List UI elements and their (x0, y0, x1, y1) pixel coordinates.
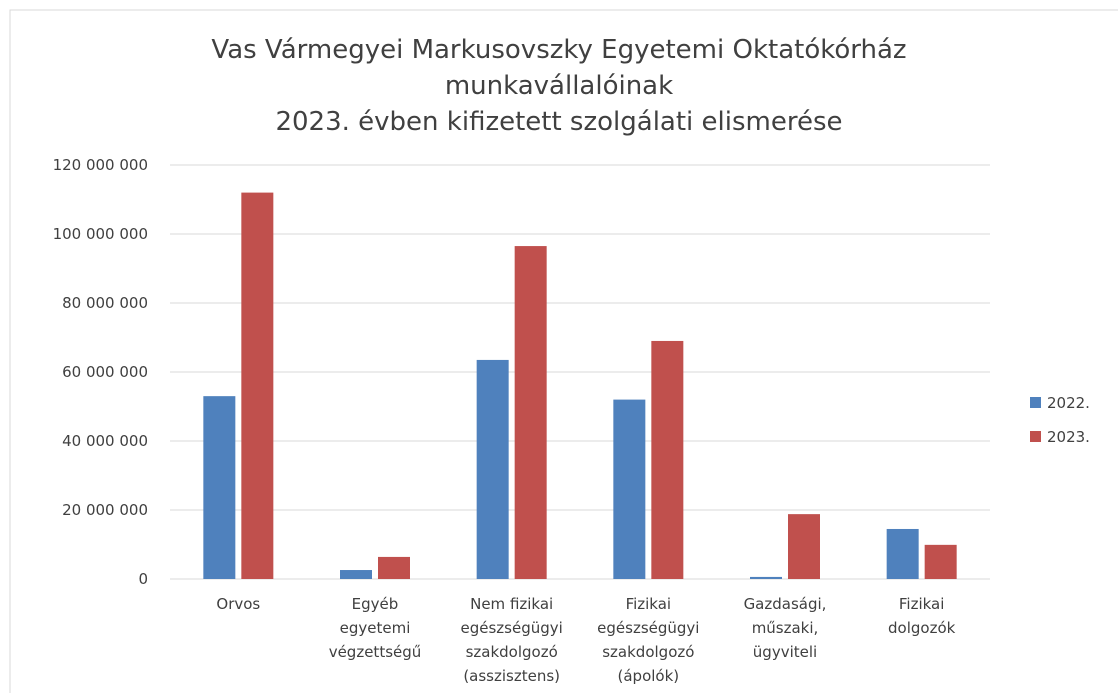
bar (340, 570, 372, 579)
x-tick-label-line: Egyéb (352, 595, 399, 613)
bar (241, 192, 274, 579)
x-tick-label-line: (ápolók) (618, 667, 680, 685)
x-tick-label: Orvos (216, 595, 260, 613)
x-tick-label-line: végzettségű (329, 643, 422, 661)
x-tick-label-line: dolgozók (888, 619, 956, 637)
bar (750, 576, 782, 579)
bar (886, 528, 919, 579)
x-tick-label-line: egészségügyi (597, 619, 699, 637)
y-tick-label: 100 000 000 (53, 225, 148, 243)
legend-label: 2022. (1047, 394, 1090, 412)
y-tick-label: 20 000 000 (62, 501, 148, 519)
legend-label: 2023. (1047, 428, 1090, 446)
bar (378, 556, 410, 579)
y-tick-label: 0 (138, 570, 148, 588)
bar (514, 246, 547, 579)
y-tick-label: 40 000 000 (62, 432, 148, 450)
x-tick-label-line: Nem fizikai (470, 595, 553, 613)
x-tick-label-line: ügyviteli (753, 643, 817, 661)
chart-title: munkavállalóinak (445, 71, 673, 101)
x-tick-label-line: Fizikai (899, 595, 945, 613)
x-tick-label-line: egészségügyi (461, 619, 563, 637)
x-tick-label-line: szakdolgozó (466, 643, 558, 661)
bar (651, 340, 684, 579)
x-tick-label-line: egyetemi (340, 619, 411, 637)
bar (476, 359, 509, 579)
x-tick-label: Fizikai dolgozók (888, 595, 956, 637)
x-tick-label: Gazdasági, műszaki, ügyviteli (744, 595, 827, 661)
legend-swatch (1030, 431, 1041, 442)
legend-swatch (1030, 397, 1041, 408)
chart-title: 2023. évben kifizetett szolgálati elisme… (275, 107, 842, 137)
x-tick-label: Egyéb egyetemi végzettségű (329, 595, 422, 661)
chart-title: Vas Vármegyei Markusovszky Egyetemi Okta… (211, 35, 906, 65)
x-tick-label: Nem fizikai egészségügyi szakdolgozó (asszi… (461, 595, 563, 685)
bar (613, 399, 646, 579)
x-tick-label-line: műszaki, (752, 619, 819, 637)
y-tick-label: 80 000 000 (62, 294, 148, 312)
y-tick-label: 120 000 000 (53, 156, 148, 174)
x-tick-label-line: (asszisztens) (463, 667, 560, 685)
x-tick-label: Fizikai egészségügyi szakdolgozó (ápolók) (597, 595, 699, 685)
bar (924, 544, 957, 579)
x-tick-label-line: Gazdasági, (744, 595, 827, 613)
x-tick-label-line: Orvos (216, 595, 260, 613)
x-tick-label-line: szakdolgozó (602, 643, 694, 661)
x-tick-label-line: Fizikai (626, 595, 672, 613)
bar (203, 396, 236, 579)
y-tick-label: 60 000 000 (62, 363, 148, 381)
bar (788, 514, 820, 579)
